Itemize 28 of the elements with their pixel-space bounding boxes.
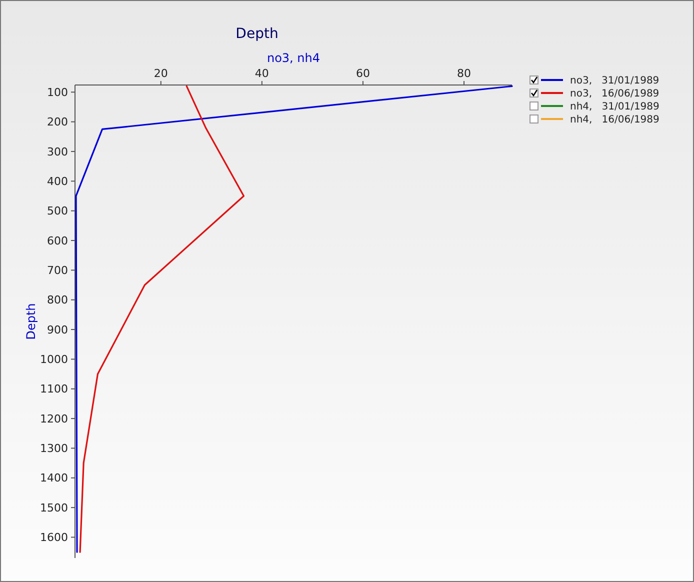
y-tick-label: 100 — [47, 86, 68, 99]
y-tick-label: 1500 — [40, 501, 68, 514]
y-tick-label: 700 — [47, 264, 68, 278]
x-tick-label: 20 — [154, 67, 168, 80]
x-axis-title: no3, nh4 — [266, 51, 320, 65]
y-tick-label: 900 — [47, 323, 68, 336]
y-tick-label: 200 — [47, 116, 68, 129]
y-tick-label: 1000 — [40, 353, 68, 366]
legend-label: no3, 16/06/1989 — [570, 88, 660, 100]
x-tick-label: 80 — [457, 67, 472, 80]
legend-label: nh4, 31/01/1989 — [570, 102, 660, 112]
chart-title: Depth — [236, 26, 278, 42]
x-tick-label: 60 — [356, 67, 370, 80]
y-tick-label: 1100 — [40, 382, 68, 396]
y-tick-label: 1400 — [40, 472, 68, 485]
y-tick-label: 1600 — [40, 531, 68, 544]
y-tick-label: 1200 — [40, 412, 68, 426]
y-tick-label: 800 — [47, 294, 68, 307]
y-tick-label: 1300 — [40, 442, 68, 456]
y-tick-label: 400 — [47, 174, 68, 188]
y-tick-label: 600 — [47, 234, 68, 248]
legend-label: nh4, 16/06/1989 — [570, 114, 660, 126]
line-series — [79, 85, 245, 553]
y-tick-label: 300 — [47, 145, 68, 158]
legend-label: no3, 31/01/1989 — [570, 76, 660, 86]
y-axis-title: Depth — [24, 303, 38, 340]
y-tick-label: 500 — [47, 204, 68, 218]
x-tick-label: 40 — [254, 67, 269, 80]
